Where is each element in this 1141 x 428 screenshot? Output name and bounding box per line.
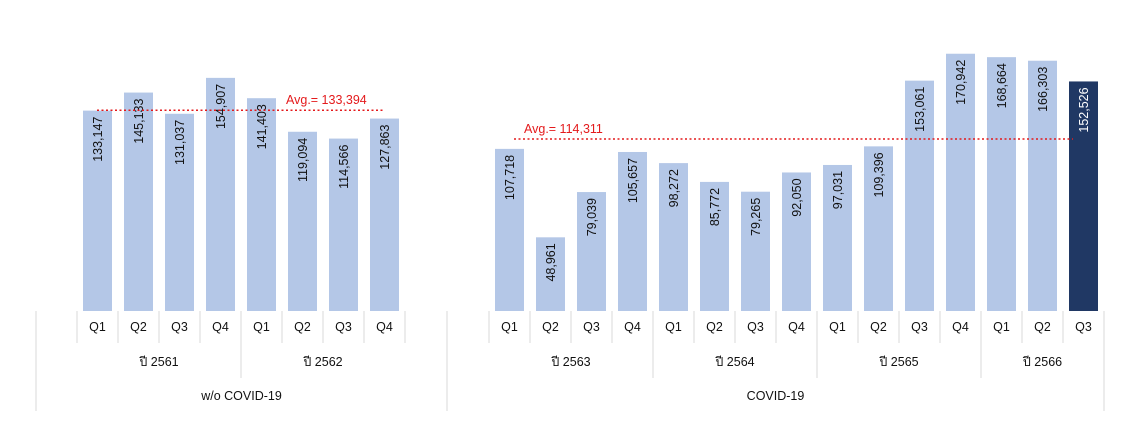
average-label: Avg.= 114,311 xyxy=(524,122,603,136)
data-label: 145,133 xyxy=(132,99,146,144)
data-label: 98,272 xyxy=(667,169,681,207)
tick-label: Q3 xyxy=(911,320,928,334)
bar xyxy=(864,146,893,311)
bar xyxy=(1069,81,1098,312)
bar xyxy=(83,110,112,311)
tick-label: Q4 xyxy=(952,320,969,334)
data-label: 168,664 xyxy=(995,63,1009,108)
group-label: COVID-19 xyxy=(747,389,805,403)
tick-label: Q1 xyxy=(829,320,846,334)
data-label: 48,961 xyxy=(544,243,558,281)
year-label: ปี 2565 xyxy=(879,355,919,369)
data-label: 152,526 xyxy=(1077,87,1091,132)
data-label: 127,863 xyxy=(378,125,392,170)
tick-label: Q4 xyxy=(376,320,393,334)
tick-label: Q2 xyxy=(294,320,311,334)
average-label: Avg.= 133,394 xyxy=(286,93,367,107)
tick-label: Q1 xyxy=(665,320,682,334)
tick-label: Q2 xyxy=(542,320,559,334)
tick-label: Q4 xyxy=(212,320,229,334)
tick-label: Q3 xyxy=(583,320,600,334)
bar xyxy=(577,192,606,311)
tick-label: Q2 xyxy=(706,320,723,334)
bar xyxy=(536,237,565,311)
tick-label: Q3 xyxy=(335,320,352,334)
bar xyxy=(823,164,852,311)
data-label: 119,094 xyxy=(296,138,310,182)
data-label: 133,147 xyxy=(91,117,105,162)
bar xyxy=(206,77,235,312)
data-label: 107,718 xyxy=(503,155,517,200)
data-label: 166,303 xyxy=(1036,67,1050,112)
tick-label: Q2 xyxy=(870,320,887,334)
data-label: 79,039 xyxy=(585,198,599,236)
data-label: 131,037 xyxy=(173,120,187,165)
data-label: 79,265 xyxy=(749,198,763,236)
bar xyxy=(905,80,934,312)
bar xyxy=(659,163,688,311)
bar xyxy=(370,118,399,311)
data-label: 154,907 xyxy=(214,84,228,129)
year-label: ปี 2561 xyxy=(139,355,179,369)
bar xyxy=(700,181,729,311)
tick-label: Q2 xyxy=(1034,320,1051,334)
bar xyxy=(618,151,647,311)
tick-label: Q1 xyxy=(253,320,270,334)
bar xyxy=(741,191,770,311)
year-label: ปี 2562 xyxy=(303,355,343,369)
group-label: w/o COVID-19 xyxy=(200,389,282,403)
tick-label: Q1 xyxy=(993,320,1010,334)
data-label: 109,396 xyxy=(872,152,886,197)
data-label: 105,657 xyxy=(626,158,640,203)
year-label: ปี 2566 xyxy=(1023,355,1063,369)
data-label: 141,403 xyxy=(255,104,269,149)
bar xyxy=(946,53,975,311)
tick-label: Q1 xyxy=(501,320,518,334)
data-label: 170,942 xyxy=(954,60,968,105)
tick-label: Q3 xyxy=(171,320,188,334)
bar xyxy=(124,92,153,312)
bar xyxy=(782,172,811,311)
data-label: 153,061 xyxy=(913,87,927,132)
bar xyxy=(165,113,194,312)
bar xyxy=(495,148,524,311)
year-label: ปี 2564 xyxy=(715,355,755,369)
tick-label: Q3 xyxy=(1075,320,1092,334)
data-label: 92,050 xyxy=(790,178,804,216)
year-label: ปี 2563 xyxy=(551,355,591,369)
tick-label: Q3 xyxy=(747,320,764,334)
bar xyxy=(288,131,317,311)
tick-label: Q4 xyxy=(624,320,641,334)
data-label: 97,031 xyxy=(831,171,845,209)
bar xyxy=(247,98,276,312)
bar xyxy=(329,138,358,311)
bar xyxy=(987,57,1016,312)
tick-label: Q4 xyxy=(788,320,805,334)
tick-label: Q2 xyxy=(130,320,147,334)
tick-label: Q1 xyxy=(89,320,106,334)
data-label: 114,566 xyxy=(337,145,351,189)
data-label: 85,772 xyxy=(708,188,722,226)
bar xyxy=(1028,60,1057,311)
